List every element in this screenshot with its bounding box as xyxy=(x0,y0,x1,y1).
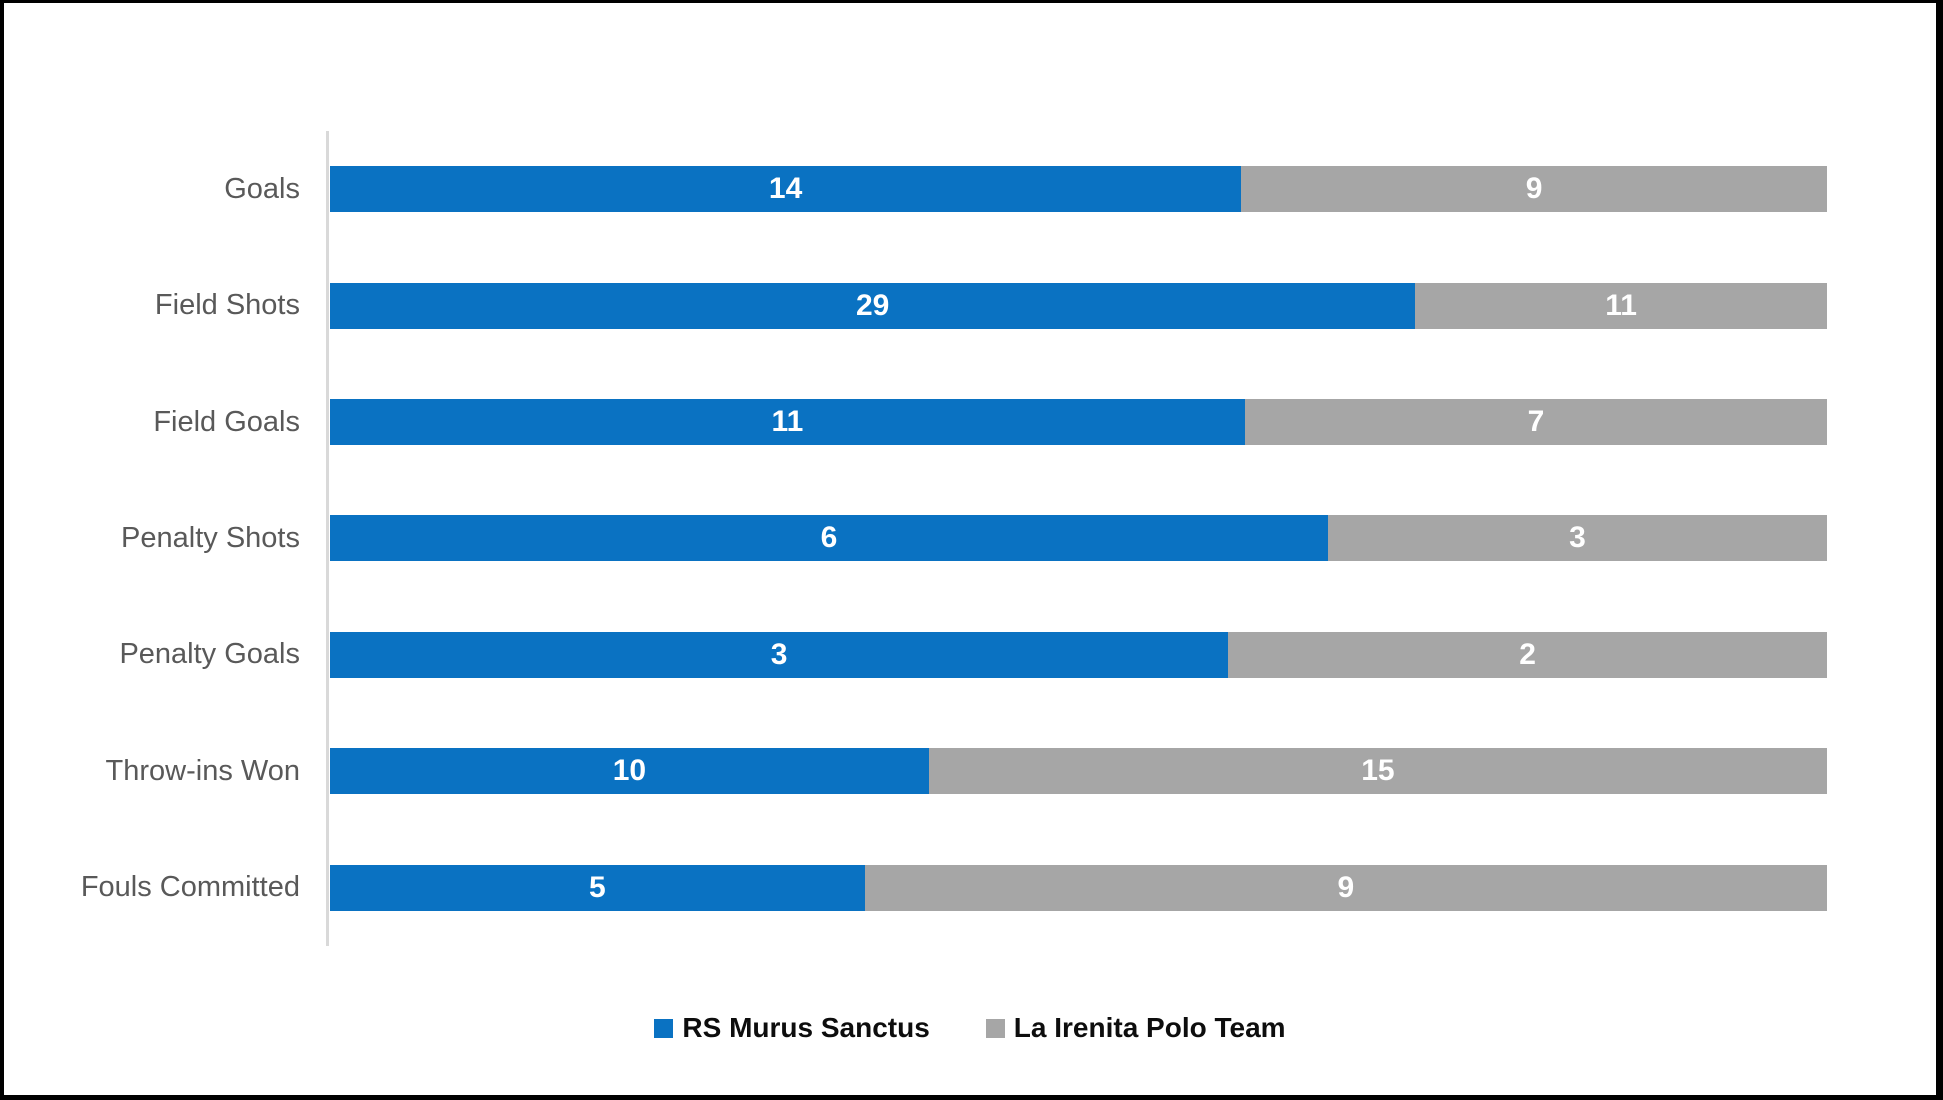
bar-segment-gray: 9 xyxy=(1241,166,1827,213)
bar-row: Fouls Committed 5 9 xyxy=(4,830,1827,946)
bar-row: Penalty Shots 6 3 xyxy=(4,480,1827,596)
bar-value-label: 5 xyxy=(588,870,606,904)
bar-value-label: 11 xyxy=(1605,288,1637,322)
bar-segment-gray: 2 xyxy=(1228,631,1827,678)
bar-value-label: 29 xyxy=(855,288,890,322)
legend: RS Murus Sanctus La Irenita Polo Team xyxy=(4,1006,1936,1050)
legend-label-series-1: RS Murus Sanctus xyxy=(682,1012,930,1043)
category-label: Field Goals xyxy=(153,405,300,438)
bar-segment-blue: 6 xyxy=(330,515,1328,562)
category-label: Field Shots xyxy=(154,289,300,322)
legend-label-series-2: La Irenita Polo Team xyxy=(1013,1012,1286,1043)
bar-track: 10 15 xyxy=(330,748,1827,795)
bar-value-label: 14 xyxy=(768,172,803,206)
bar-row: Penalty Goals 3 2 xyxy=(4,597,1827,713)
legend-item-series-1: RS Murus Sanctus xyxy=(654,1012,930,1044)
bar-value-label: 3 xyxy=(1569,521,1586,555)
bar-segment-blue: 14 xyxy=(330,166,1242,213)
legend-item-series-2: La Irenita Polo Team xyxy=(985,1012,1286,1044)
bar-segment-blue: 11 xyxy=(330,399,1245,446)
legend-swatch-blue-icon xyxy=(654,1018,674,1038)
bar-segment-gray: 9 xyxy=(864,864,1827,911)
bar-segment-blue: 5 xyxy=(330,864,865,911)
bar-segment-gray: 11 xyxy=(1415,282,1827,329)
bar-row: Field Goals 11 7 xyxy=(4,364,1827,480)
category-label: Penalty Goals xyxy=(119,638,300,671)
y-axis-line xyxy=(326,131,329,946)
bar-row: Goals 14 9 xyxy=(4,131,1827,247)
category-label: Fouls Committed xyxy=(80,871,300,904)
category-label: Goals xyxy=(224,172,300,205)
bar-value-label: 9 xyxy=(1337,870,1355,904)
bar-segment-gray: 3 xyxy=(1328,515,1827,562)
bar-track: 14 9 xyxy=(330,166,1827,213)
bar-segment-blue: 3 xyxy=(330,631,1229,678)
legend-swatch-gray-icon xyxy=(985,1018,1005,1038)
bar-row: Throw-ins Won 10 15 xyxy=(4,713,1827,829)
bar-value-label: 10 xyxy=(612,754,647,788)
bar-value-label: 2 xyxy=(1519,637,1536,671)
bar-segment-gray: 15 xyxy=(928,748,1827,795)
bar-segment-gray: 7 xyxy=(1244,399,1827,446)
bar-value-label: 7 xyxy=(1527,405,1545,439)
bar-track: 11 7 xyxy=(330,399,1827,446)
bar-row: Field Shots 29 11 xyxy=(4,247,1827,363)
bar-value-label: 9 xyxy=(1525,172,1543,206)
category-label: Penalty Shots xyxy=(121,521,300,554)
bar-segment-blue: 10 xyxy=(330,748,929,795)
plot-area: Goals 14 9 Field Shots 29 11 Field Goals 11 7 Pen… xyxy=(4,131,1827,946)
bar-segment-blue: 29 xyxy=(330,282,1416,329)
category-label: Throw-ins Won xyxy=(105,754,300,787)
bar-value-label: 6 xyxy=(820,521,838,555)
bar-track: 29 11 xyxy=(330,282,1827,329)
bar-value-label: 15 xyxy=(1361,754,1395,788)
bar-value-label: 11 xyxy=(771,405,804,439)
bar-value-label: 3 xyxy=(770,637,788,671)
